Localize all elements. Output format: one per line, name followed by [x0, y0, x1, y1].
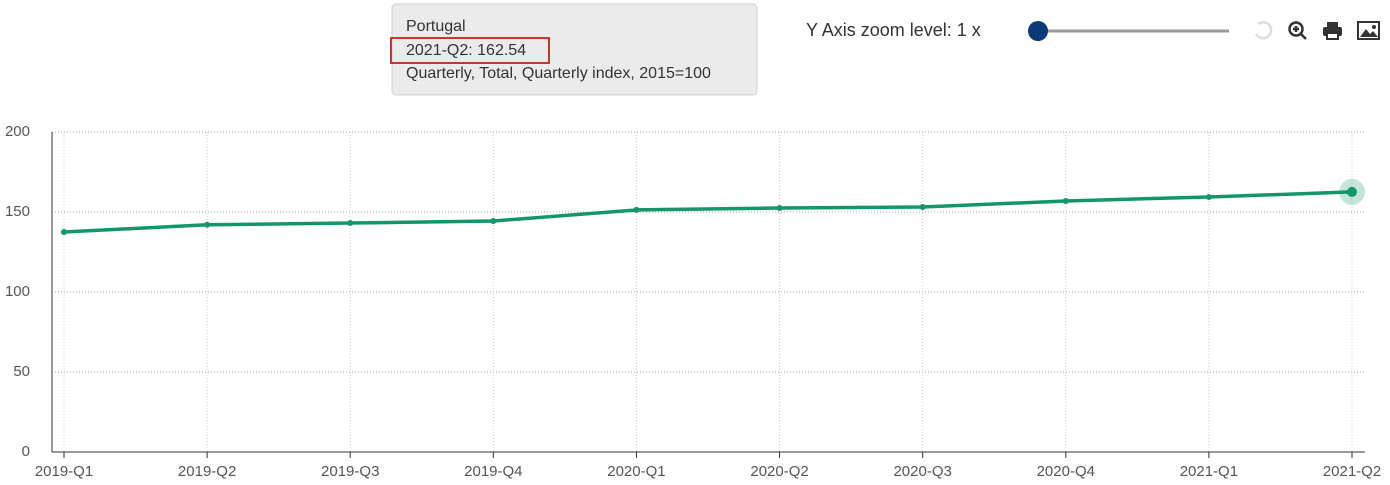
zoom-handle[interactable]: [1028, 21, 1048, 41]
x-tick-label: 2019-Q2: [178, 463, 236, 480]
x-tick-label: 2019-Q4: [464, 463, 522, 480]
point: [919, 204, 926, 211]
zoom-icon[interactable]: [1288, 21, 1307, 40]
x-tick-label: 2021-Q1: [1180, 463, 1238, 480]
x-tick-label: 2019-Q1: [35, 463, 93, 480]
tooltip-title: Portugal: [406, 18, 466, 35]
point: [1062, 197, 1069, 204]
image-icon[interactable]: [1357, 21, 1380, 40]
point: [204, 221, 211, 228]
x-tick-label: 2020-Q2: [750, 463, 808, 480]
point: [490, 217, 497, 224]
point: [776, 205, 783, 211]
series-line: [63, 190, 1353, 234]
print-icon[interactable]: [1323, 22, 1342, 40]
y-tick-label: 100: [5, 283, 30, 300]
point: [1347, 186, 1357, 197]
point: [633, 206, 640, 213]
highlight-box: [390, 37, 550, 64]
y-tick-label: 150: [5, 203, 30, 220]
y-tick-label: 50: [13, 363, 30, 380]
x-tick-label: 2020-Q4: [1037, 463, 1095, 480]
point: [1205, 193, 1212, 200]
tooltip-value: 2021-Q2: 162.54: [406, 42, 526, 59]
x-tick-label: 2019-Q3: [321, 463, 379, 480]
x-tick-label: 2021-Q2: [1323, 463, 1381, 480]
x-tick-label: 2020-Q3: [893, 463, 951, 480]
point: [61, 229, 67, 235]
y-tick-label: 0: [22, 443, 30, 460]
y-tick-label: 200: [5, 123, 30, 140]
reset-icon[interactable]: [1254, 21, 1273, 40]
tooltip-subtitle: Quarterly, Total, Quarterly index, 2015=…: [406, 65, 711, 82]
point: [347, 220, 354, 227]
x-tick-label: 2020-Q1: [607, 463, 665, 480]
zoom-label: Y Axis zoom level: 1 x: [806, 20, 981, 40]
